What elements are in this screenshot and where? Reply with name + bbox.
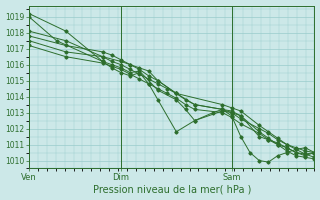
X-axis label: Pression niveau de la mer( hPa ): Pression niveau de la mer( hPa )	[92, 184, 251, 194]
